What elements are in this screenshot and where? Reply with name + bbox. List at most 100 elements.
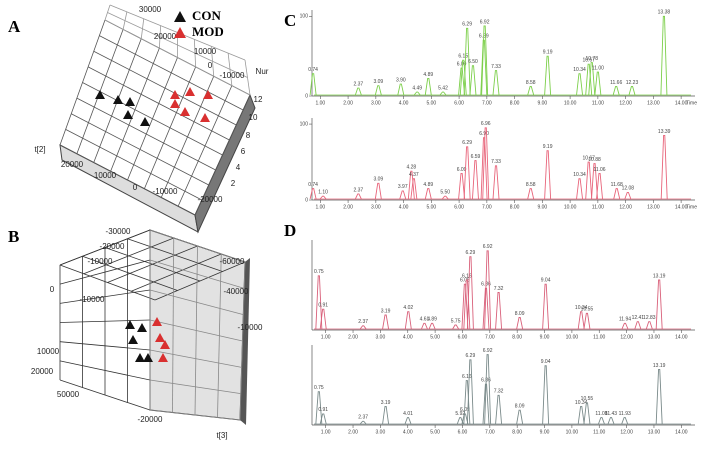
axis-tick-label: 8 — [246, 131, 251, 140]
peak-label: 7.33 — [491, 159, 501, 165]
grid-line — [149, 319, 243, 342]
legend-marker — [174, 11, 186, 22]
peak — [382, 314, 390, 330]
peak — [542, 365, 550, 425]
peak-label: 10.67 — [582, 57, 595, 63]
peak — [461, 283, 469, 330]
peak — [591, 163, 598, 200]
score-point — [170, 99, 180, 108]
peak-label: 13.19 — [653, 363, 666, 369]
peak-label: 0.74 — [308, 182, 318, 188]
axis-tick-label: -10000 — [238, 323, 263, 332]
peak — [410, 178, 418, 200]
legend-label: MOD — [192, 24, 224, 39]
peak-label: 6.09 — [457, 167, 467, 173]
peak — [463, 27, 471, 96]
peak-label: 6.59 — [471, 154, 481, 160]
x-tick-label: 9.00 — [537, 100, 547, 106]
peak — [598, 417, 605, 425]
grid-line — [149, 259, 245, 289]
peak-label: 11.93 — [619, 411, 631, 417]
x-tick-label: 13.00 — [647, 100, 660, 106]
peak-label: 0.75 — [314, 269, 324, 275]
peak-label: 11.94 — [619, 317, 631, 323]
peak — [413, 91, 421, 96]
peak-label: 0.91 — [318, 302, 328, 308]
peak-label: 8.58 — [526, 182, 536, 188]
grid-line — [107, 12, 248, 78]
peak — [577, 406, 585, 425]
peak-label: 2.37 — [353, 81, 363, 87]
x-tick-label: 1.00 — [315, 100, 325, 106]
peak — [613, 188, 621, 200]
peak — [359, 325, 367, 330]
peak — [621, 322, 629, 330]
x-tick-label: 14.00 — [675, 100, 688, 106]
x-tick-label: 11.00 — [593, 334, 605, 340]
x-tick-label: 8.00 — [510, 204, 520, 210]
axis-tick-label: -20000 — [100, 242, 125, 251]
grid-line — [149, 349, 242, 368]
x-tick-label: 13.00 — [648, 429, 661, 435]
peak-label: 11.08 — [595, 411, 607, 417]
score-point — [137, 323, 147, 332]
peak — [596, 172, 603, 200]
peak — [516, 317, 524, 330]
peak — [660, 15, 668, 96]
peak-label: 6.29 — [466, 250, 476, 256]
peak — [439, 91, 447, 96]
peak-label: 13.39 — [658, 129, 671, 135]
peak — [588, 62, 596, 96]
axis-tick-label: 0 — [50, 285, 55, 294]
peak — [480, 137, 488, 200]
peak-label: 6.16 — [462, 374, 472, 380]
peak — [542, 283, 550, 330]
peak — [481, 25, 489, 96]
grid-line — [107, 245, 198, 283]
peak — [421, 322, 428, 330]
peak — [458, 172, 466, 200]
peak-label: 6.90 — [479, 131, 489, 137]
peak-label: 2.37 — [353, 187, 363, 193]
x-tick-label: 7.00 — [485, 334, 495, 340]
peak — [585, 161, 593, 200]
y-tick-label: 100 — [300, 14, 309, 20]
x-tick-label: 10.00 — [566, 429, 579, 435]
score-point — [95, 90, 105, 99]
grid-line — [104, 19, 251, 96]
peak — [461, 413, 469, 425]
score-point — [128, 335, 138, 344]
axis-tick-label: t[3] — [216, 431, 227, 440]
peak — [466, 359, 474, 425]
peak — [612, 85, 620, 96]
peak-label: 6.16 — [462, 273, 472, 279]
peak — [484, 250, 492, 330]
x-tick-label: 8.00 — [512, 334, 522, 340]
x-tick-label: 4.00 — [403, 334, 413, 340]
x-tick-label: 11.00 — [592, 204, 604, 210]
peak-label: 4.89 — [423, 72, 433, 78]
grid-line — [76, 97, 216, 171]
grid-line — [93, 50, 237, 126]
peak — [441, 195, 449, 200]
score-point — [185, 87, 195, 96]
axis-tick-label: 20000 — [31, 367, 54, 376]
peak-label: 4.61 — [420, 317, 430, 323]
axis-tick-label: 0 — [133, 183, 138, 192]
x-tick-label: 11.00 — [593, 429, 605, 435]
peak-label: 0.74 — [308, 67, 318, 73]
peak — [319, 308, 327, 330]
axis-tick-label: 20000 — [154, 32, 177, 41]
x-tick-label: 12.00 — [619, 100, 632, 106]
peak-label: 12.08 — [622, 186, 635, 192]
peak — [482, 127, 490, 200]
score-point — [158, 353, 168, 362]
x-tick-label: 3.00 — [371, 100, 381, 106]
peak-label: 12.83 — [643, 315, 656, 321]
peak — [655, 368, 663, 425]
score-point — [155, 333, 165, 342]
peak-label: 8.09 — [515, 311, 525, 317]
peak — [544, 55, 552, 96]
grid-line — [59, 341, 151, 351]
x-tick-label: 13.00 — [647, 204, 660, 210]
